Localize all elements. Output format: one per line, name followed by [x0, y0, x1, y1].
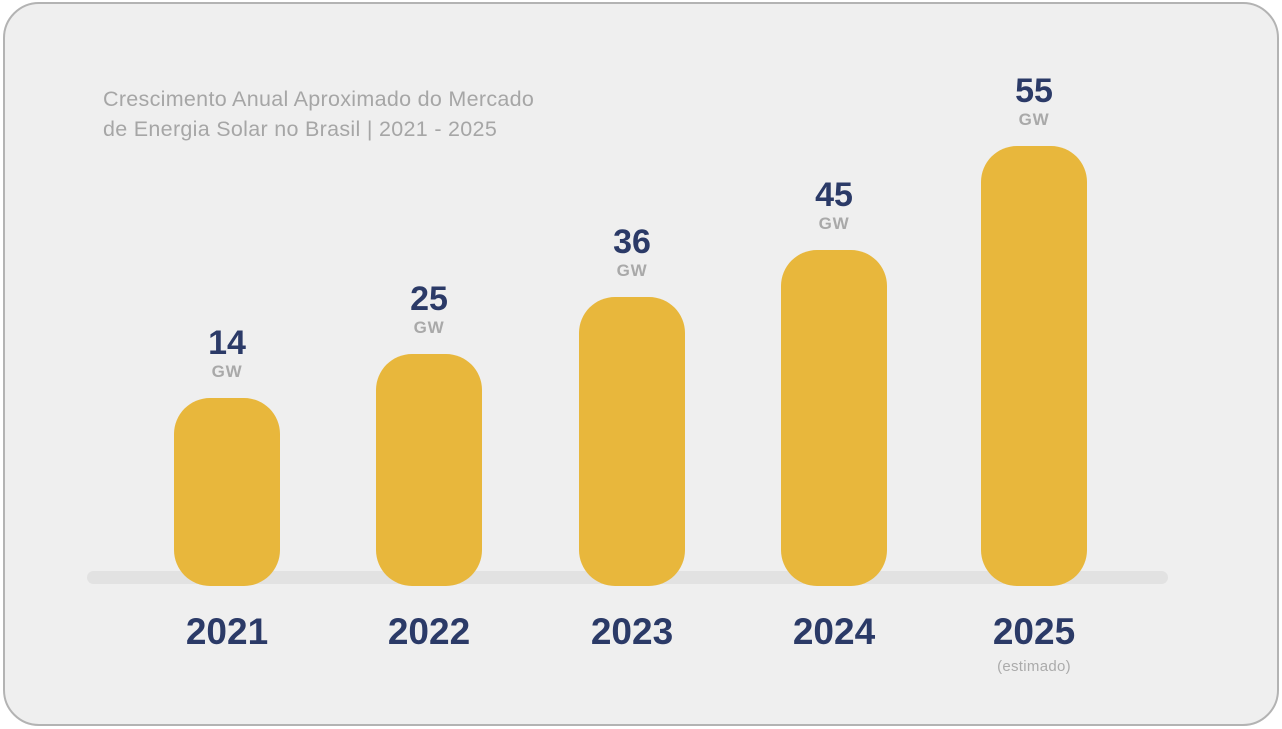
value-unit-2024: GW [818, 214, 850, 233]
bar-2022 [376, 354, 482, 586]
bar-2021 [174, 398, 280, 586]
year-label-2022: 2022 [387, 611, 471, 652]
value-label-2025: 55 GW [981, 74, 1087, 130]
year-label-2024: 2024 [792, 611, 876, 652]
bar-2023 [579, 297, 685, 586]
value-label-2024: 45 GW [781, 178, 887, 234]
value-unit-2022: GW [413, 318, 445, 337]
value-number-2021: 14 [208, 324, 246, 362]
year-label-2021: 2021 [185, 611, 269, 652]
chart-title-line1: Crescimento Anual Aproximado do Mercado [103, 87, 535, 111]
value-number-2025: 55 [1015, 72, 1053, 110]
value-number-2022: 25 [410, 280, 448, 318]
bar-group-2022: 25 GW 2022 [376, 4, 482, 724]
value-label-2021: 14 GW [174, 326, 280, 382]
bar-2025 [981, 146, 1087, 586]
value-number-2023: 36 [613, 223, 651, 261]
bar-group-2025: 55 GW 2025 (estimado) [981, 4, 1087, 724]
year-label-2025: 2025 [992, 611, 1076, 652]
value-unit-2023: GW [616, 261, 648, 280]
chart-title-line2: de Energia Solar no Brasil | 2021 - 2025 [103, 117, 498, 141]
value-unit-2021: GW [211, 362, 243, 381]
value-label-2022: 25 GW [376, 282, 482, 338]
value-unit-2025: GW [1018, 110, 1050, 129]
value-number-2024: 45 [815, 176, 853, 214]
chart-title: Crescimento Anual Aproximado do Mercado … [103, 84, 534, 144]
chart-card: Crescimento Anual Aproximado do Mercado … [3, 2, 1279, 726]
year-note-estimado: (estimado) [997, 658, 1071, 675]
year-label-2023: 2023 [590, 611, 674, 652]
bar-group-2023: 36 GW 2023 [579, 4, 685, 724]
bar-group-2024: 45 GW 2024 [781, 4, 887, 724]
bar-2024 [781, 250, 887, 586]
bar-group-2021: 14 GW 2021 [174, 4, 280, 724]
value-label-2023: 36 GW [579, 225, 685, 281]
